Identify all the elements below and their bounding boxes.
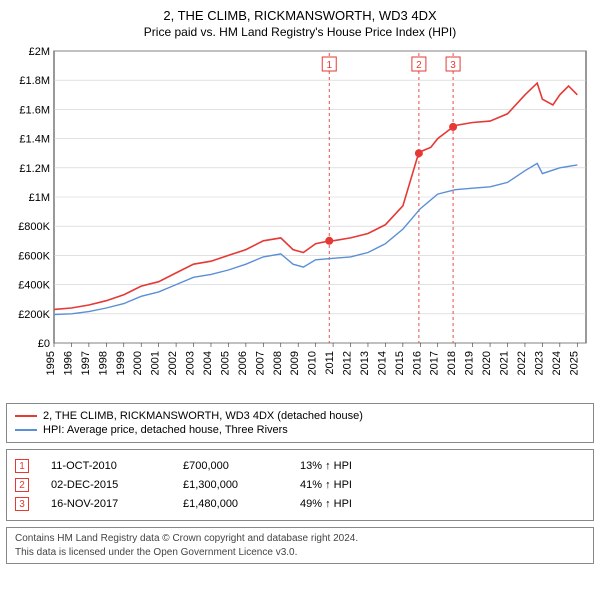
legend-row: HPI: Average price, detached house, Thre… bbox=[15, 424, 585, 436]
svg-text:1: 1 bbox=[326, 60, 332, 71]
svg-text:1999: 1999 bbox=[115, 351, 127, 375]
svg-text:2009: 2009 bbox=[289, 351, 301, 375]
price-chart: £0 £200K £400K £600K £800K £1M £1.2M £1.4M £1.6M… bbox=[6, 47, 594, 397]
svg-text:£1.8M: £1.8M bbox=[19, 75, 50, 87]
events-box: 1 11-OCT-2010 £700,000 13% ↑ HPI 2 02-DEC-201… bbox=[6, 449, 594, 521]
svg-text:2015: 2015 bbox=[394, 351, 406, 375]
event-date: 11-OCT-2010 bbox=[51, 460, 161, 472]
svg-text:2017: 2017 bbox=[429, 351, 441, 375]
svg-text:2018: 2018 bbox=[446, 351, 458, 375]
legend-row: 2, THE CLIMB, RICKMANSWORTH, WD3 4DX (de… bbox=[15, 410, 585, 422]
svg-text:2004: 2004 bbox=[202, 351, 214, 375]
svg-text:2007: 2007 bbox=[254, 351, 266, 375]
event-date: 16-NOV-2017 bbox=[51, 498, 161, 510]
svg-text:£2M: £2M bbox=[29, 47, 50, 58]
svg-text:2016: 2016 bbox=[411, 351, 423, 375]
svg-text:£1.4M: £1.4M bbox=[19, 134, 50, 146]
svg-text:£600K: £600K bbox=[18, 250, 50, 262]
svg-text:3: 3 bbox=[450, 60, 456, 71]
svg-text:2024: 2024 bbox=[551, 351, 563, 375]
event-delta: 13% ↑ HPI bbox=[300, 460, 352, 472]
svg-text:2014: 2014 bbox=[376, 351, 388, 375]
event-row: 1 11-OCT-2010 £700,000 13% ↑ HPI bbox=[15, 459, 585, 473]
svg-text:£1.2M: £1.2M bbox=[19, 163, 50, 175]
svg-text:1995: 1995 bbox=[45, 351, 57, 375]
svg-text:2: 2 bbox=[416, 60, 422, 71]
svg-text:2013: 2013 bbox=[359, 351, 371, 375]
svg-text:2025: 2025 bbox=[568, 351, 580, 375]
svg-text:1996: 1996 bbox=[62, 351, 74, 375]
footer-line2: This data is licensed under the Open Gov… bbox=[15, 546, 585, 560]
svg-text:2019: 2019 bbox=[464, 351, 476, 375]
svg-text:2003: 2003 bbox=[185, 351, 197, 375]
event-num: 3 bbox=[15, 497, 29, 511]
legend-label: 2, THE CLIMB, RICKMANSWORTH, WD3 4DX (de… bbox=[43, 410, 363, 422]
svg-text:2002: 2002 bbox=[167, 351, 179, 375]
svg-text:1998: 1998 bbox=[97, 351, 109, 375]
event-num: 1 bbox=[15, 459, 29, 473]
legend-label: HPI: Average price, detached house, Thre… bbox=[43, 424, 288, 436]
event-delta: 49% ↑ HPI bbox=[300, 498, 352, 510]
svg-text:£400K: £400K bbox=[18, 280, 50, 292]
svg-text:2022: 2022 bbox=[516, 351, 528, 375]
svg-text:2012: 2012 bbox=[342, 351, 354, 375]
svg-text:2000: 2000 bbox=[132, 351, 144, 375]
event-price: £1,300,000 bbox=[183, 479, 278, 491]
svg-text:2005: 2005 bbox=[219, 351, 231, 375]
page-title: 2, THE CLIMB, RICKMANSWORTH, WD3 4DX bbox=[6, 8, 594, 23]
event-date: 02-DEC-2015 bbox=[51, 479, 161, 491]
chart-svg: £0 £200K £400K £600K £800K £1M £1.2M £1.4M £1.6M… bbox=[6, 47, 594, 397]
svg-text:1997: 1997 bbox=[80, 351, 92, 375]
svg-text:2020: 2020 bbox=[481, 351, 493, 375]
legend-swatch bbox=[15, 429, 37, 431]
svg-text:2023: 2023 bbox=[533, 351, 545, 375]
svg-text:2008: 2008 bbox=[272, 351, 284, 375]
event-row: 3 16-NOV-2017 £1,480,000 49% ↑ HPI bbox=[15, 497, 585, 511]
legend-box: 2, THE CLIMB, RICKMANSWORTH, WD3 4DX (de… bbox=[6, 403, 594, 443]
footer-line1: Contains HM Land Registry data © Crown c… bbox=[15, 532, 585, 546]
event-price: £700,000 bbox=[183, 460, 278, 472]
svg-text:2001: 2001 bbox=[150, 351, 162, 375]
svg-text:£1.6M: £1.6M bbox=[19, 104, 50, 116]
svg-text:2010: 2010 bbox=[307, 351, 319, 375]
svg-text:£800K: £800K bbox=[18, 221, 50, 233]
event-num: 2 bbox=[15, 478, 29, 492]
svg-text:2011: 2011 bbox=[324, 351, 336, 375]
svg-text:2006: 2006 bbox=[237, 351, 249, 375]
event-row: 2 02-DEC-2015 £1,300,000 41% ↑ HPI bbox=[15, 478, 585, 492]
event-price: £1,480,000 bbox=[183, 498, 278, 510]
page-subtitle: Price paid vs. HM Land Registry's House … bbox=[6, 25, 594, 39]
footer-box: Contains HM Land Registry data © Crown c… bbox=[6, 527, 594, 564]
svg-text:£200K: £200K bbox=[18, 309, 50, 321]
event-delta: 41% ↑ HPI bbox=[300, 479, 352, 491]
svg-text:2021: 2021 bbox=[499, 351, 511, 375]
svg-text:£0: £0 bbox=[38, 338, 50, 350]
svg-text:£1M: £1M bbox=[29, 192, 50, 204]
legend-swatch bbox=[15, 415, 37, 417]
